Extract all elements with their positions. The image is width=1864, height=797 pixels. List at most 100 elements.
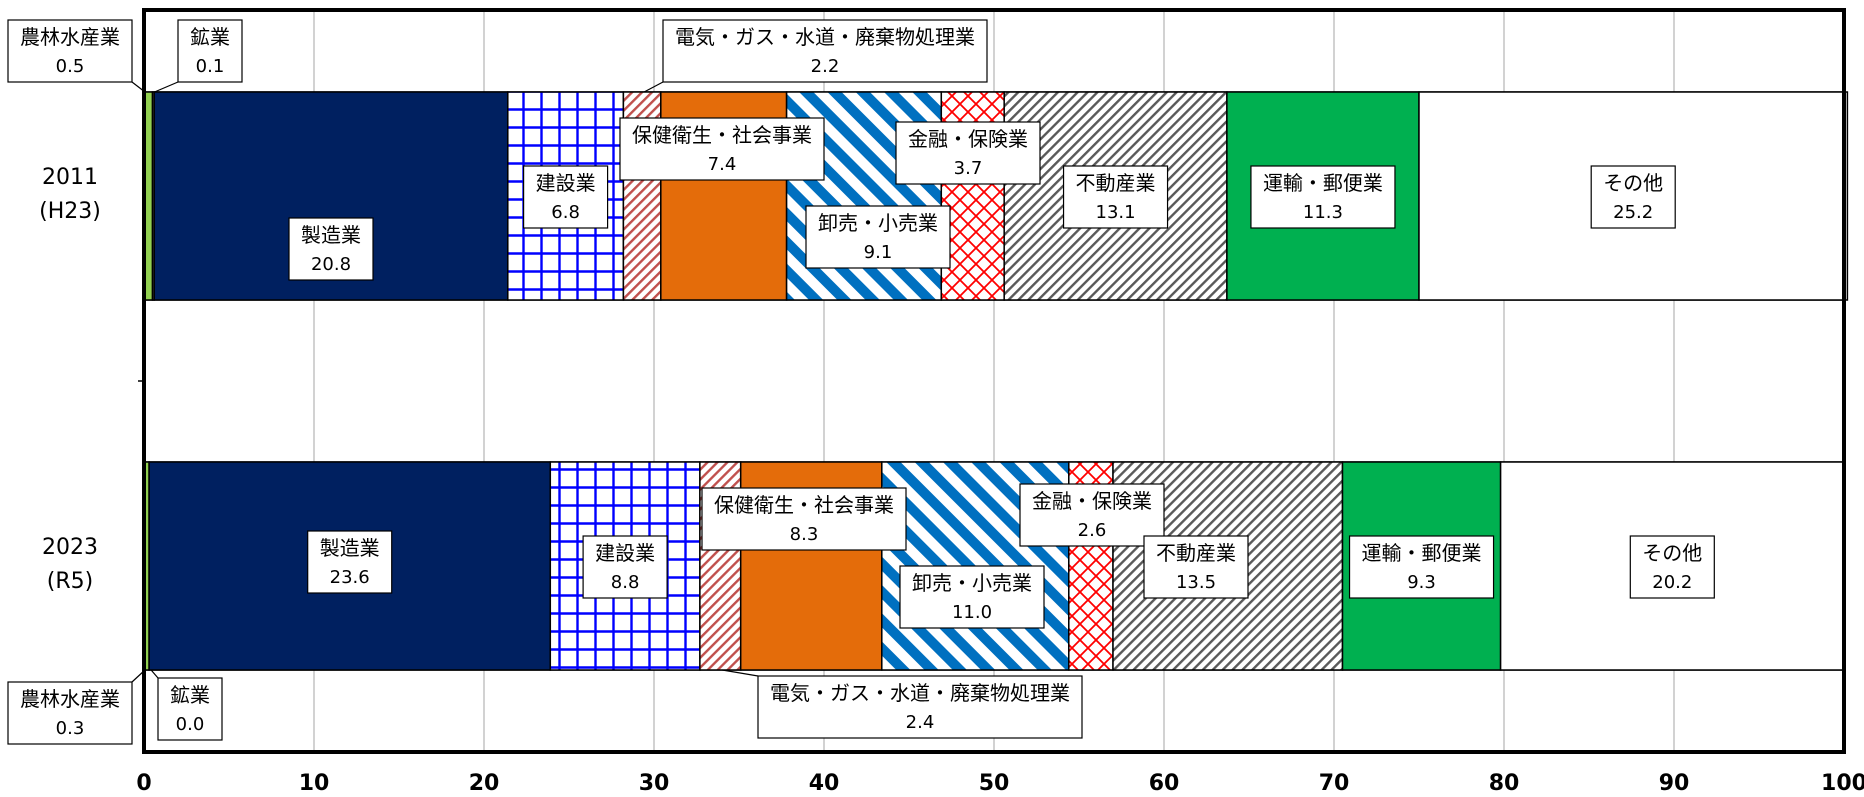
data-label-value: 3.7	[954, 158, 983, 179]
data-label-value: 13.1	[1096, 202, 1136, 223]
data-label-box	[157, 677, 223, 741]
data-label-box	[1250, 165, 1396, 229]
data-label-box	[7, 681, 133, 745]
data-label-box	[662, 19, 988, 83]
x-tick-label: 60	[1149, 771, 1180, 796]
x-tick-label: 70	[1319, 771, 1350, 796]
data-label-name: 運輸・郵便業	[1263, 171, 1383, 195]
data-label-seg-904b8f3830fb90f54fbf696d-0: 運輸・郵便業 11.3	[1250, 165, 1396, 229]
x-tick-label: 0	[136, 771, 151, 796]
data-label-seg-537858f230fb5c0f58f2696d-0: 卸売・小売業 9.1	[805, 205, 951, 269]
data-label-seg-9271696d-0: 鉱業 0.1	[177, 19, 243, 83]
data-label-box	[895, 121, 1041, 185]
data-label-box	[177, 19, 243, 83]
data-label-name: 卸売・小売業	[912, 571, 1032, 595]
data-label-value: 23.6	[330, 567, 370, 588]
data-label-seg-537858f230fb5c0f58f2696d-1: 卸売・小売業 11.0	[899, 565, 1045, 629]
data-label-value: 0.0	[176, 714, 205, 735]
leader-line	[722, 669, 759, 677]
x-tick-label: 50	[979, 771, 1010, 796]
data-label-value: 2.6	[1078, 520, 1107, 541]
data-label-value: 13.5	[1176, 572, 1216, 593]
data-label-value: 0.3	[56, 718, 85, 739]
data-label-seg-91d1878d30fb4fdd967a696d-1: 金融・保険業 2.6	[1019, 483, 1165, 547]
data-label-box	[7, 19, 133, 83]
data-label-seg-305d306e4ed6-1: その他 20.2	[1629, 535, 1715, 599]
data-label-seg-904b8f3830fb90f54fbf696d-1: 運輸・郵便業 9.3	[1348, 535, 1495, 599]
data-label-name: 運輸・郵便業	[1362, 541, 1482, 565]
data-label-value: 11.3	[1303, 202, 1343, 223]
data-label-seg-91d1878d30fb4fdd967a696d-0: 金融・保険業 3.7	[895, 121, 1041, 185]
data-label-seg-8fb267976c347523696d-0: 農林水産業 0.5	[7, 19, 133, 83]
data-label-name: 保健衛生・社会事業	[714, 493, 894, 517]
data-label-value: 6.8	[551, 202, 580, 223]
data-label-name: 建設業	[595, 541, 655, 565]
data-label-box	[805, 205, 951, 269]
data-label-box	[1143, 535, 1249, 599]
data-label-name: 製造業	[320, 536, 380, 560]
data-label-seg-96fb6c1730fb30ac30b930fb6c34905330fb5ec368c4726951e67406696d-0: 電気・ガス・水道・廃棄物処理業 2.2	[662, 19, 988, 83]
data-label-name: 保健衛生・社会事業	[632, 123, 812, 147]
row-label-year: 2023	[42, 535, 98, 560]
data-label-value: 11.0	[952, 602, 992, 623]
data-label-name: 卸売・小売業	[818, 211, 938, 235]
data-label-value: 9.1	[864, 242, 893, 263]
data-label-name: 農林水産業	[20, 687, 120, 711]
data-label-value: 8.3	[790, 524, 819, 545]
data-label-seg-5efa8a2d696d-0: 建設業 6.8	[522, 165, 609, 229]
data-label-value: 9.3	[1407, 572, 1436, 593]
data-label-seg-4fdd5065885b751f30fb793e4f1a4e8b696d-1: 保健衛生・社会事業 8.3	[701, 487, 907, 551]
data-label-seg-305d306e4ed6-0: その他 25.2	[1590, 165, 1676, 229]
data-label-box	[1348, 535, 1495, 599]
data-label-seg-9271696d-1: 鉱業 0.0	[157, 677, 223, 741]
data-label-seg-88fd9020696d-0: 製造業 20.8	[288, 217, 374, 281]
data-label-seg-4e0d52d57523696d-0: 不動産業 13.1	[1062, 165, 1169, 229]
data-label-value: 2.2	[811, 56, 840, 77]
x-tick-label: 20	[469, 771, 500, 796]
data-label-name: その他	[1642, 541, 1702, 565]
data-label-seg-4e0d52d57523696d-1: 不動産業 13.5	[1143, 535, 1249, 599]
data-label-box	[1019, 483, 1165, 547]
data-label-name: 農林水産業	[20, 25, 120, 49]
data-label-value: 7.4	[708, 154, 737, 175]
data-label-name: 不動産業	[1076, 171, 1156, 195]
data-label-value: 2.4	[906, 712, 935, 733]
data-label-value: 0.1	[196, 56, 225, 77]
x-tick-label: 90	[1659, 771, 1690, 796]
data-label-box	[288, 217, 374, 281]
row-label-year: 2011	[42, 165, 98, 190]
data-label-name: 金融・保険業	[908, 127, 1028, 151]
data-label-name: 電気・ガス・水道・廃棄物処理業	[770, 681, 1070, 705]
data-label-box	[522, 165, 609, 229]
leader-line	[643, 81, 664, 93]
leader-line	[131, 669, 146, 683]
data-label-name: 不動産業	[1156, 541, 1236, 565]
data-label-name: その他	[1603, 171, 1663, 195]
row-label-era: (H23)	[39, 199, 101, 224]
row-label-era: (R5)	[47, 569, 93, 594]
data-label-name: 鉱業	[170, 683, 210, 707]
data-label-value: 8.8	[611, 572, 640, 593]
data-label-box	[582, 535, 668, 599]
data-label-box	[1590, 165, 1676, 229]
leader-line	[150, 669, 159, 679]
data-label-box	[757, 675, 1083, 739]
data-label-seg-8fb267976c347523696d-1: 農林水産業 0.3	[7, 681, 133, 745]
x-tick-label: 100	[1821, 771, 1864, 796]
data-label-value: 20.2	[1652, 572, 1692, 593]
data-label-value: 20.8	[311, 254, 351, 275]
data-label-box	[1629, 535, 1715, 599]
x-tick-label: 30	[639, 771, 670, 796]
data-label-box	[619, 117, 825, 181]
x-tick-label: 10	[299, 771, 330, 796]
leader-line	[131, 81, 146, 93]
x-tick-label: 80	[1489, 771, 1520, 796]
data-label-box	[701, 487, 907, 551]
data-label-name: 鉱業	[190, 25, 230, 49]
data-label-name: 製造業	[301, 223, 361, 247]
data-label-seg-88fd9020696d-1: 製造業 23.6	[307, 530, 393, 594]
data-label-value: 25.2	[1613, 202, 1653, 223]
data-label-name: 電気・ガス・水道・廃棄物処理業	[675, 25, 975, 49]
x-tick-label: 40	[809, 771, 840, 796]
